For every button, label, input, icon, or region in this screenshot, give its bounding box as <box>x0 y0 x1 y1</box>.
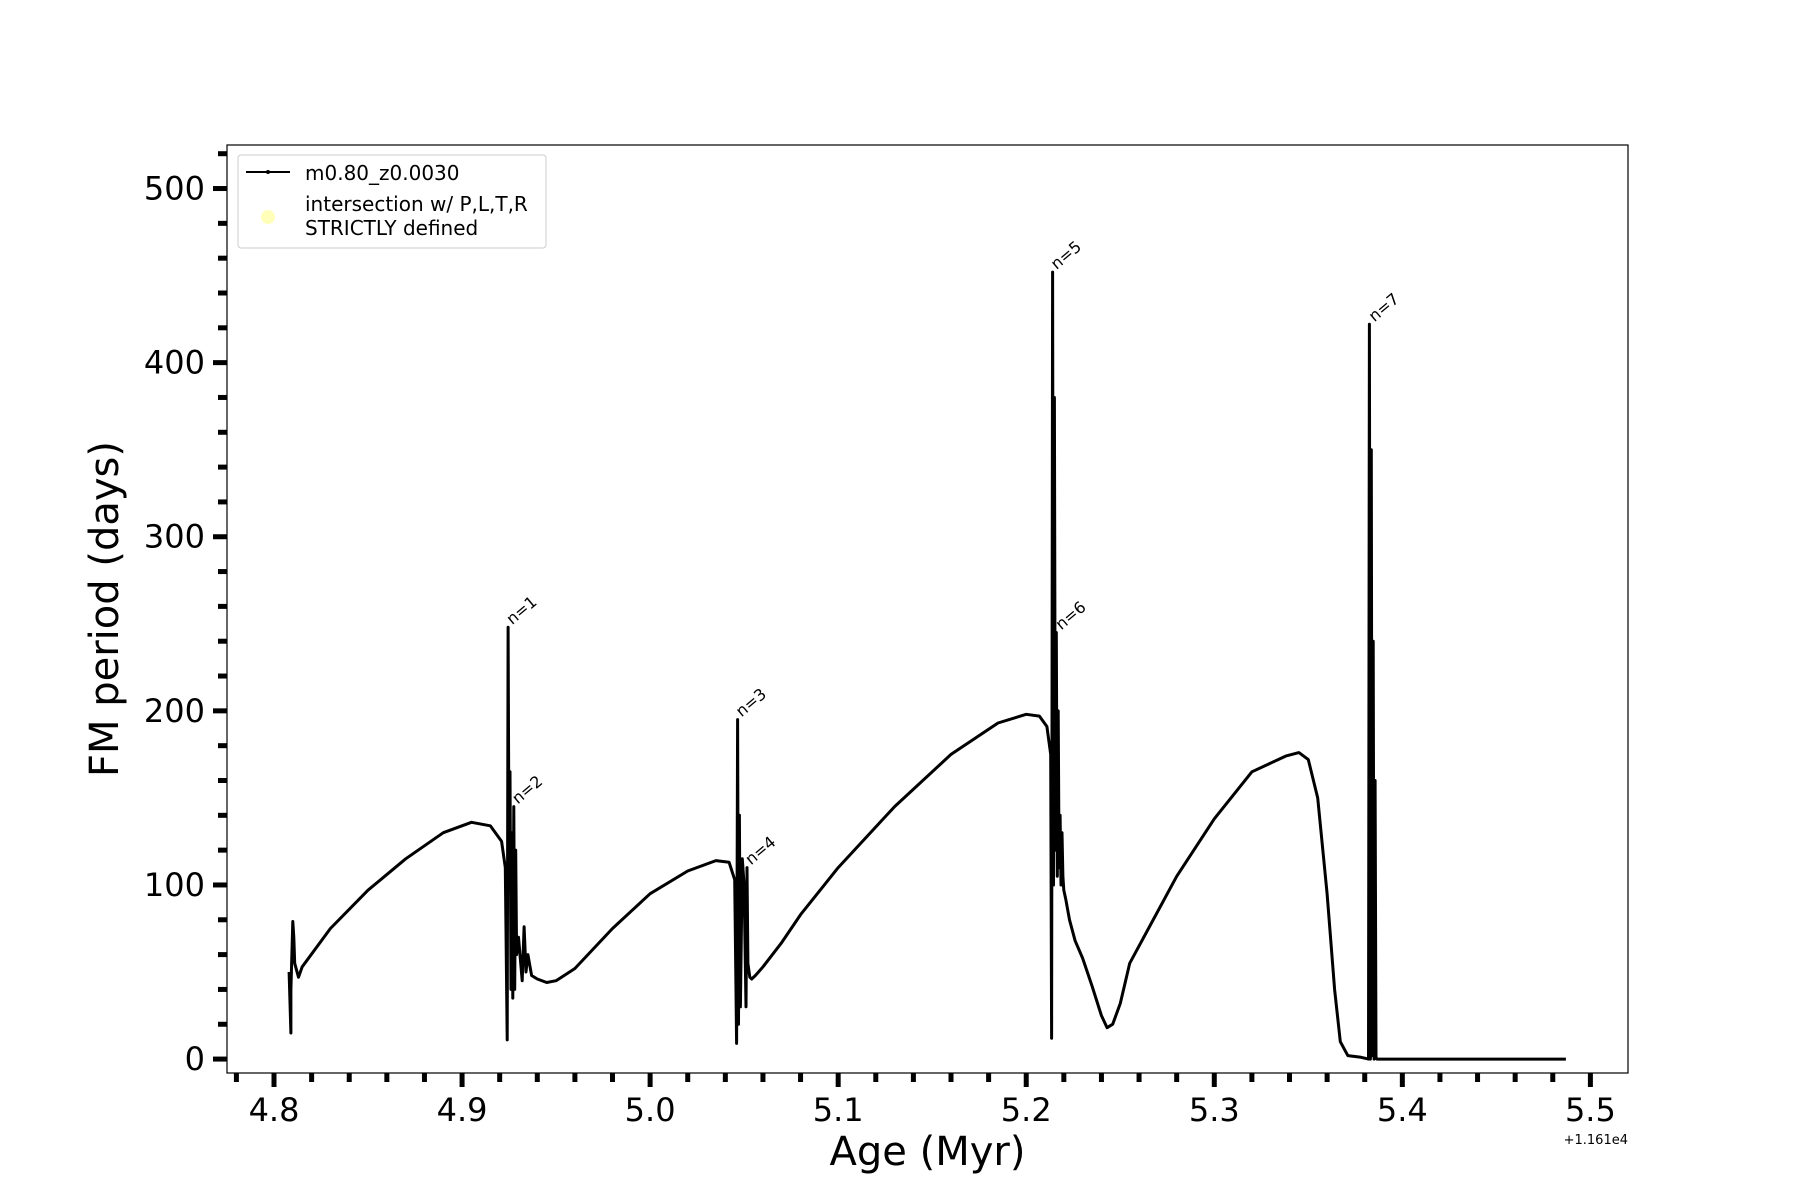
y-tick-label: 100 <box>144 866 205 904</box>
peak-annotation: n=3 <box>732 684 770 720</box>
legend-entry-series: m0.80_z0.0030 <box>305 161 460 185</box>
ticks-layer: 0 100 200 300 400 500 4.8 4.9 5.0 5.1 5.2 5.3 5.4 5.5 <box>144 151 1616 1129</box>
legend-box <box>237 154 547 249</box>
peak-annotation: n=7 <box>1365 289 1403 325</box>
series-layer <box>287 270 1566 1061</box>
peak-annotation: n=6 <box>1052 597 1090 633</box>
peak-annotation: n=4 <box>741 832 779 868</box>
x-tick-label: 5.0 <box>625 1091 676 1129</box>
peak-annotation: n=1 <box>502 592 540 628</box>
y-tick-label: 200 <box>144 692 205 730</box>
legend-entry-intersection-line2: STRICTLY defined <box>305 216 478 240</box>
y-axis-label: FM period (days) <box>82 441 128 777</box>
peak-annotation: n=2 <box>508 771 546 807</box>
series-line <box>287 270 1566 1061</box>
x-tick-label: 4.8 <box>249 1091 300 1129</box>
x-tick-label: 5.2 <box>1001 1091 1052 1129</box>
x-tick-label: 5.5 <box>1565 1091 1616 1129</box>
x-tick-label: 5.4 <box>1377 1091 1428 1129</box>
x-tick-label: 5.3 <box>1189 1091 1240 1129</box>
plot-frame <box>226 144 1629 1074</box>
legend-line-dot <box>266 170 270 174</box>
x-tick-label: 4.9 <box>437 1091 488 1129</box>
peak-annotation: n=5 <box>1047 237 1085 273</box>
x-axis-offset-label: +1.161e4 <box>1564 1133 1628 1148</box>
legend: m0.80_z0.0030 intersection w/ P,L,T,R ST… <box>237 154 547 249</box>
x-tick-label: 5.1 <box>813 1091 864 1129</box>
y-tick-label: 0 <box>185 1040 205 1078</box>
x-axis-label: Age (Myr) <box>830 1129 1026 1175</box>
legend-circle-marker <box>261 210 275 224</box>
y-tick-label: 300 <box>144 518 205 556</box>
legend-entry-intersection-line1: intersection w/ P,L,T,R <box>305 192 528 216</box>
y-tick-label: 500 <box>144 170 205 208</box>
annotation-layer: n=1 n=2 n=3 n=4 n=5 n=6 n=7 <box>502 237 1402 869</box>
y-tick-label: 400 <box>144 344 205 382</box>
